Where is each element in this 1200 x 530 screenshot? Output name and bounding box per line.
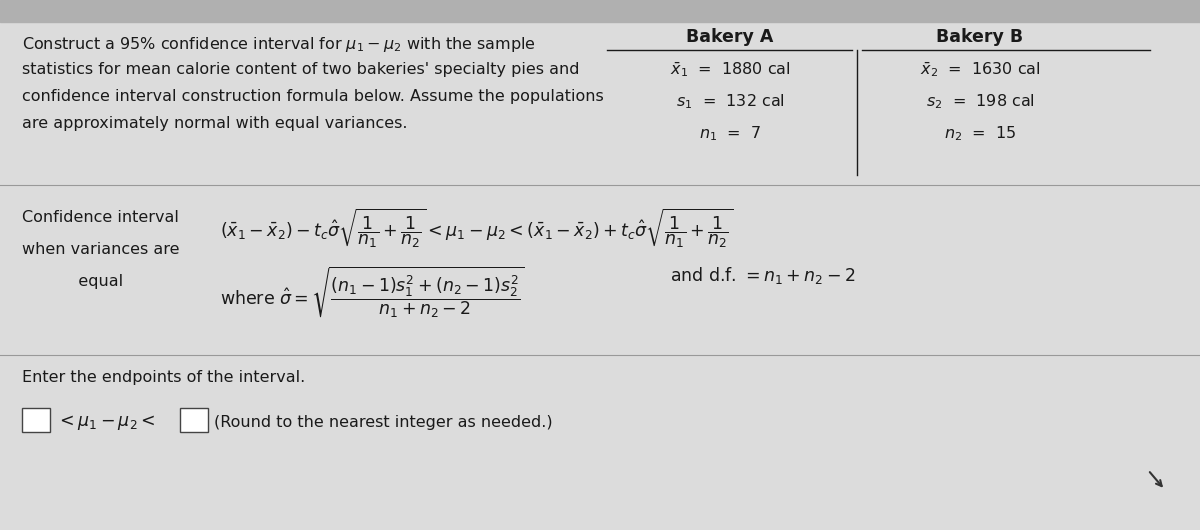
Text: (Round to the nearest integer as needed.): (Round to the nearest integer as needed.… <box>214 414 553 429</box>
Text: confidence interval construction formula below. Assume the populations: confidence interval construction formula… <box>22 89 604 104</box>
Text: $< \mu_1 - \mu_2 <$: $< \mu_1 - \mu_2 <$ <box>56 412 155 431</box>
Text: are approximately normal with equal variances.: are approximately normal with equal vari… <box>22 116 408 131</box>
Text: $s_1$  =  132 cal: $s_1$ = 132 cal <box>676 92 785 111</box>
Text: $n_1$  =  7: $n_1$ = 7 <box>698 124 761 143</box>
Text: Enter the endpoints of the interval.: Enter the endpoints of the interval. <box>22 370 305 385</box>
Text: Construct a 95% confidence interval for $\mu_1 - \mu_2$ with the sample: Construct a 95% confidence interval for … <box>22 35 536 54</box>
Text: $\bar{x}_1$  =  1880 cal: $\bar{x}_1$ = 1880 cal <box>670 60 791 79</box>
Text: where $\hat{\sigma} = \sqrt{\dfrac{(n_1-1)s_1^2 + (n_2-1)s_2^2}{n_1+n_2-2}}$: where $\hat{\sigma} = \sqrt{\dfrac{(n_1-… <box>220 265 524 320</box>
Text: Bakery B: Bakery B <box>936 28 1024 46</box>
Text: when variances are: when variances are <box>22 242 180 257</box>
Text: $s_2$  =  198 cal: $s_2$ = 198 cal <box>925 92 1034 111</box>
Text: equal: equal <box>22 274 124 289</box>
Text: $(\bar{x}_1 - \bar{x}_2) - t_c\hat{\sigma}\sqrt{\dfrac{1}{n_1} + \dfrac{1}{n_2}}: $(\bar{x}_1 - \bar{x}_2) - t_c\hat{\sigm… <box>220 206 733 250</box>
Text: $n_2$  =  15: $n_2$ = 15 <box>943 124 1016 143</box>
Text: statistics for mean calorie content of two bakeries' specialty pies and: statistics for mean calorie content of t… <box>22 62 580 77</box>
Bar <box>180 408 208 432</box>
Text: $\bar{x}_2$  =  1630 cal: $\bar{x}_2$ = 1630 cal <box>919 60 1040 79</box>
Bar <box>0 0 1200 22</box>
Text: and d.f. $= n_1 + n_2 - 2$: and d.f. $= n_1 + n_2 - 2$ <box>670 265 856 286</box>
Text: Bakery A: Bakery A <box>686 28 774 46</box>
Bar <box>22 408 50 432</box>
Text: Confidence interval: Confidence interval <box>22 210 179 225</box>
